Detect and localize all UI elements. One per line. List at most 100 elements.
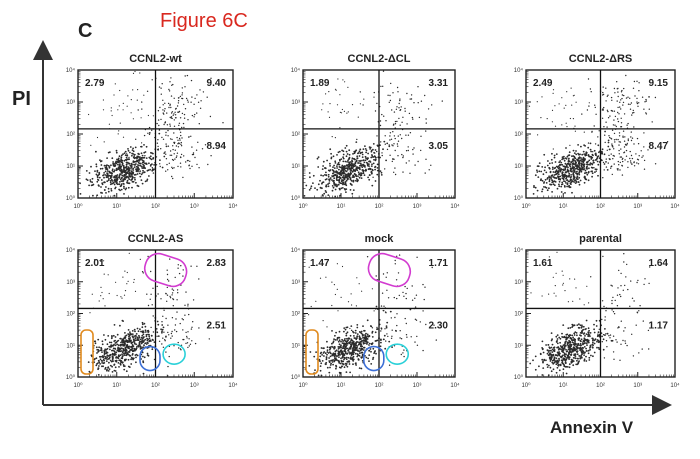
scatter-dot [342, 157, 345, 160]
scatter-dot [137, 185, 140, 188]
scatter-dot [397, 272, 400, 274]
scatter-dot [187, 303, 189, 305]
scatter-dot [555, 371, 558, 374]
scatter-dot [149, 298, 151, 300]
scatter-dot [578, 327, 581, 329]
scatter-dot [107, 179, 110, 182]
scatter-dot [395, 108, 398, 111]
scatter-dot [160, 87, 162, 89]
scatter-dot [174, 324, 177, 326]
scatter-dot [184, 75, 186, 77]
scatter-dot [100, 164, 103, 166]
scatter-dot [100, 359, 103, 362]
scatter-dot [391, 144, 393, 146]
scatter-dot [555, 165, 558, 168]
scatter-dot [391, 109, 393, 111]
scatter-dot [95, 165, 98, 168]
scatter-dot [131, 344, 134, 346]
scatter-dot [587, 333, 590, 336]
scatter-dot [103, 260, 105, 262]
scatter-dot [106, 358, 109, 360]
scatter-dot [548, 293, 550, 295]
scatter-dot [355, 160, 358, 163]
scatter-dot [595, 170, 597, 172]
scatter-dot [642, 155, 644, 157]
scatter-dot [581, 325, 583, 328]
scatter-dot [567, 356, 570, 359]
scatter-dot [319, 369, 322, 372]
scatter-dot [320, 374, 323, 377]
scatter-dot [119, 122, 121, 124]
scatter-dot [587, 352, 590, 355]
scatter-dot [402, 291, 404, 294]
scatter-dot [419, 321, 421, 323]
scatter-dot [132, 336, 135, 339]
scatter-dot [350, 293, 352, 295]
scatter-dot [164, 102, 166, 105]
scatter-dot [100, 186, 102, 188]
scatter-dot [124, 346, 127, 349]
scatter-dot [548, 175, 550, 178]
scatter-dot [112, 347, 115, 350]
scatter-dot [143, 134, 146, 137]
scatter-dot [622, 339, 624, 342]
scatter-dot [124, 159, 127, 161]
scatter-dot [548, 356, 551, 359]
scatter-dot [329, 366, 331, 369]
scatter-dot [127, 365, 130, 368]
scatter-dot [605, 87, 607, 89]
scatter-dot [336, 355, 338, 358]
scatter-dot [358, 354, 361, 357]
scatter-dot [136, 327, 139, 330]
scatter-dot [558, 336, 561, 339]
scatter-dot [583, 158, 586, 161]
scatter-dot [587, 155, 590, 157]
scatter-dot [396, 324, 398, 327]
scatter-dot [577, 159, 580, 162]
scatter-dot [122, 109, 124, 111]
scatter-dot [340, 366, 342, 369]
scatter-dot [575, 363, 578, 366]
scatter-dot [586, 339, 589, 342]
scatter-dot [144, 329, 147, 332]
scatter-dot [629, 150, 631, 153]
scatter-dot [331, 361, 334, 363]
scatter-dot [91, 293, 93, 295]
scatter-dot [612, 335, 615, 337]
scatter-dot [585, 151, 588, 154]
scatter-dot [133, 155, 136, 158]
scatter-dot [139, 170, 142, 173]
scatter-dot [149, 155, 152, 158]
scatter-dot [425, 130, 427, 132]
scatter-dot [103, 172, 105, 174]
scatter-dot [553, 361, 556, 364]
scatter-dot [581, 113, 583, 115]
scatter-dot [405, 322, 407, 325]
scatter-dot [171, 292, 174, 294]
scatter-dot [342, 160, 345, 163]
scatter-dot [584, 328, 586, 331]
scatter-dot [170, 95, 173, 97]
scatter-dot [371, 330, 374, 333]
y-tick-label: 10³ [66, 280, 75, 286]
scatter-dot [97, 349, 100, 351]
scatter-dot [97, 338, 100, 341]
scatter-dot [101, 192, 103, 194]
scatter-dot [140, 117, 142, 119]
scatter-dot [404, 110, 406, 112]
scatter-dot [334, 88, 337, 90]
scatter-dot [553, 176, 555, 179]
scatter-dot [141, 165, 143, 168]
quadrant-lower-right-value: 8.94 [207, 141, 227, 152]
scatter-dot [555, 363, 558, 366]
scatter-dot [548, 178, 551, 181]
scatter-dot [125, 167, 128, 169]
scatter-dot [310, 305, 312, 308]
scatter-dot [88, 113, 90, 116]
scatter-dot [151, 163, 153, 166]
scatter-dot [578, 323, 580, 326]
scatter-dot [614, 115, 617, 118]
scatter-dot [579, 342, 582, 345]
scatter-dot [180, 265, 182, 267]
scatter-dot [120, 165, 123, 168]
